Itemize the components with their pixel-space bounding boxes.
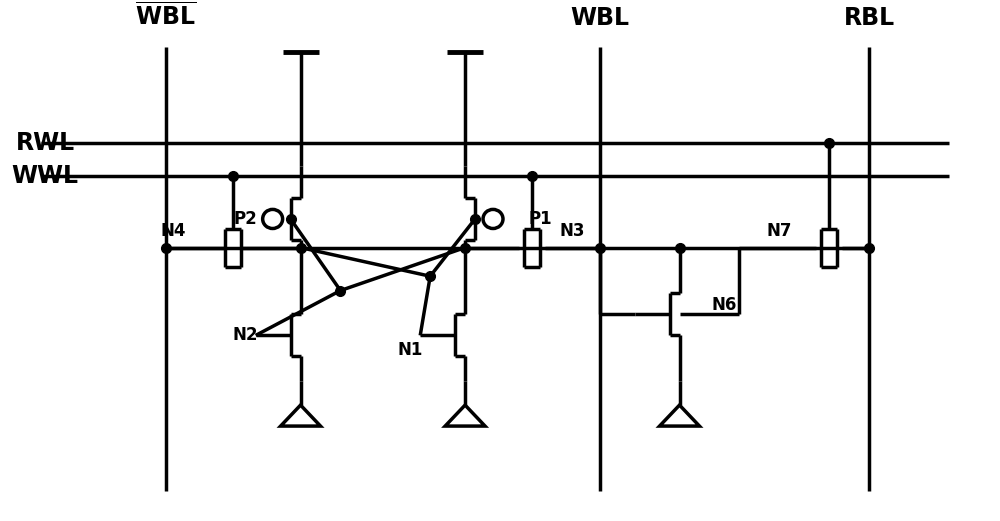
Text: WWL: WWL: [11, 164, 78, 188]
Text: P1: P1: [528, 210, 552, 228]
Text: N6: N6: [712, 296, 737, 314]
Text: N1: N1: [398, 341, 423, 359]
Text: N4: N4: [161, 222, 186, 240]
Text: $\overline{\mathbf{WBL}}$: $\overline{\mathbf{WBL}}$: [135, 3, 196, 30]
Text: N7: N7: [766, 222, 792, 240]
Text: P2: P2: [234, 210, 258, 228]
Text: N2: N2: [233, 326, 258, 344]
Text: RBL: RBL: [843, 6, 895, 30]
Text: RWL: RWL: [16, 131, 75, 155]
Text: N3: N3: [560, 222, 585, 240]
Text: WBL: WBL: [570, 6, 629, 30]
